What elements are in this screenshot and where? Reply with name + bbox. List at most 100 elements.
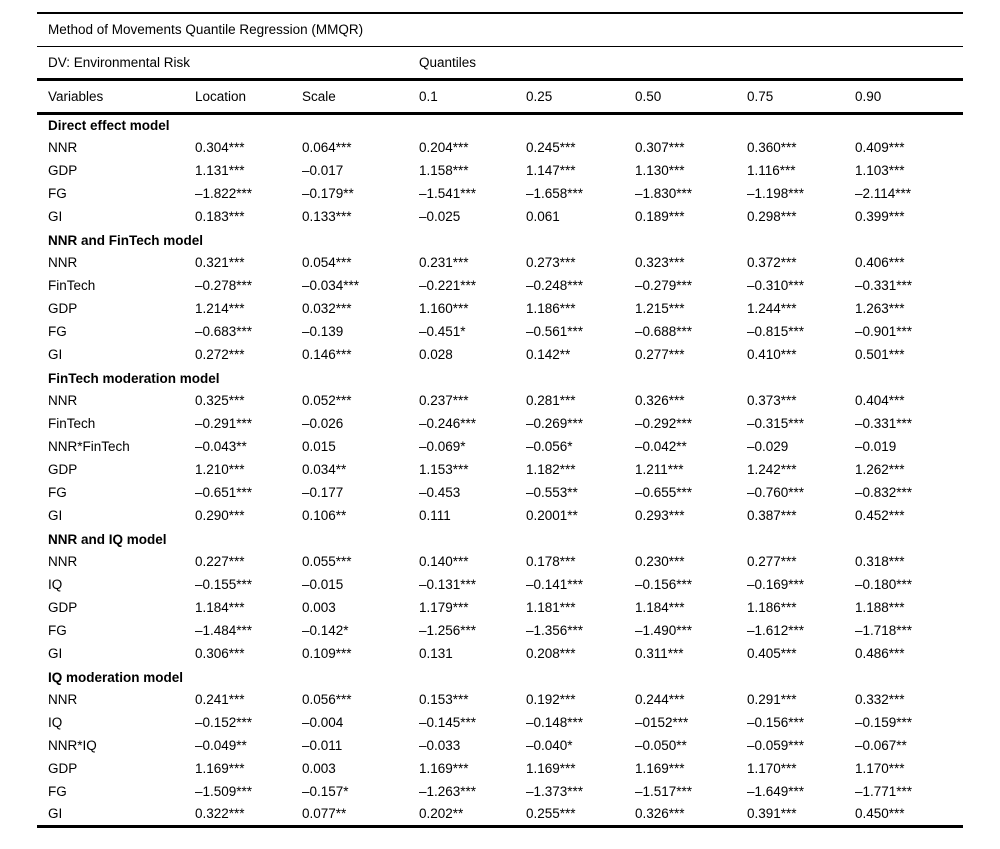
coefficient-value: –1.541*** <box>419 186 477 201</box>
section-header: NNR and FinTech model <box>48 232 204 248</box>
coefficient-value: –0.139 <box>302 324 344 339</box>
coefficient-value: 0.109*** <box>302 646 352 661</box>
coefficient-value: 0.273*** <box>526 255 576 270</box>
coefficient-value: 0.373*** <box>747 393 797 408</box>
table-row: FinTech –0.278*** –0.034*** –0.221*** –0.248… <box>37 274 963 297</box>
coefficient-value: 0.131 <box>419 646 453 661</box>
coefficient-value: –0.169*** <box>747 577 805 592</box>
coefficient-value: 0.064*** <box>302 140 352 155</box>
coefficient-value: 0.140*** <box>419 554 469 569</box>
variable-name: GDP <box>48 163 78 178</box>
coefficient-value: 0.052*** <box>302 393 352 408</box>
coefficient-value: –0.159*** <box>855 715 913 730</box>
coefficient-value: –0.029 <box>747 439 789 454</box>
variable-name: GDP <box>48 462 78 477</box>
coefficient-value: –0.145*** <box>419 715 477 730</box>
coefficient-value: 0.409*** <box>855 140 905 155</box>
coefficient-value: –1.830*** <box>635 186 693 201</box>
variable-name: FG <box>48 623 67 638</box>
coefficient-value: –0.453 <box>419 485 461 500</box>
coefficient-value: –0.019 <box>855 439 897 454</box>
table-row: IQ –0.155*** –0.015 –0.131*** –0.141*** –0.15… <box>37 573 963 596</box>
coefficient-value: –1.649*** <box>747 784 805 799</box>
dependent-variable-label: DV: Environmental Risk <box>37 46 419 81</box>
table-row: GDP 1.131*** –0.017 1.158*** 1.147*** 1.130**… <box>37 159 963 182</box>
variable-name: FinTech <box>48 278 96 293</box>
coefficient-value: –1.356*** <box>526 623 584 638</box>
coefficient-value: 1.158*** <box>419 163 469 178</box>
coefficient-value: –0.148*** <box>526 715 584 730</box>
coefficient-value: 0.231*** <box>419 255 469 270</box>
table-title: Method of Movements Quantile Regression … <box>37 13 963 47</box>
table-row: FG –1.484*** –0.142* –1.256*** –1.356*** –1.4… <box>37 619 963 642</box>
coefficient-value: 0.277*** <box>747 554 797 569</box>
coefficient-value: –0.156*** <box>747 715 805 730</box>
coefficient-value: 1.103*** <box>855 163 905 178</box>
variable-name: NNR <box>48 393 78 408</box>
coefficient-value: –0.004 <box>302 715 344 730</box>
table-row: GI 0.272*** 0.146*** 0.028 0.142** 0.277*** 0.… <box>37 343 963 366</box>
mmqr-results-table: Method of Movements Quantile Regression … <box>37 12 963 828</box>
coefficient-value: 0.326*** <box>635 806 685 822</box>
coefficient-value: 0.406*** <box>855 255 905 270</box>
section-header: NNR and IQ model <box>48 531 167 547</box>
coefficient-value: –0.246*** <box>419 416 477 431</box>
table-row: GI 0.306*** 0.109*** 0.131 0.208*** 0.311*** 0… <box>37 642 963 665</box>
coefficient-value: 0.192*** <box>526 692 576 707</box>
coefficient-value: 0.189*** <box>635 209 685 224</box>
coefficient-value: 1.182*** <box>526 462 576 477</box>
table-row: GDP 1.184*** 0.003 1.179*** 1.181*** 1.184***… <box>37 596 963 619</box>
variable-name: FG <box>48 784 67 799</box>
variable-name: IQ <box>48 715 63 730</box>
table-row: NNR*IQ –0.049** –0.011 –0.033 –0.040* –0.050*… <box>37 734 963 757</box>
table-row: GI 0.183*** 0.133*** –0.025 0.061 0.189*** 0.2… <box>37 205 963 228</box>
column-header-q75: 0.75 <box>747 79 855 115</box>
column-header-row: Variables Location Scale 0.1 0.25 0.50 0… <box>37 79 963 115</box>
coefficient-value: 1.169*** <box>526 761 576 776</box>
coefficient-value: –1.484*** <box>195 623 253 638</box>
coefficient-value: 0.304*** <box>195 140 245 155</box>
coefficient-value: 1.130*** <box>635 163 685 178</box>
coefficient-value: 0.399*** <box>855 209 905 224</box>
table-row: IQ –0.152*** –0.004 –0.145*** –0.148*** –0152… <box>37 711 963 734</box>
coefficient-value: 0.106** <box>302 508 347 523</box>
coefficient-value: 1.170*** <box>747 761 797 776</box>
coefficient-value: –1.198*** <box>747 186 805 201</box>
coefficient-value: 1.211*** <box>635 462 684 477</box>
coefficient-value: –1.822*** <box>195 186 253 201</box>
coefficient-value: –0.141*** <box>526 577 584 592</box>
coefficient-value: 0.325*** <box>195 393 245 408</box>
column-header-scale: Scale <box>302 79 419 115</box>
coefficient-value: 0.404*** <box>855 393 905 408</box>
coefficient-value: –0.278*** <box>195 278 253 293</box>
coefficient-value: 0.015 <box>302 439 336 454</box>
table-row: GDP 1.210*** 0.034** 1.153*** 1.182*** 1.211*… <box>37 458 963 481</box>
variable-name: GI <box>48 209 63 224</box>
variable-name: GDP <box>48 301 78 316</box>
coefficient-value: 0.450*** <box>855 806 905 822</box>
coefficient-value: 1.160*** <box>419 301 469 316</box>
coefficient-value: 1.169*** <box>195 761 245 776</box>
coefficient-value: –0.292*** <box>635 416 693 431</box>
coefficient-value: 0.318*** <box>855 554 905 569</box>
coefficient-value: –0.157* <box>302 784 349 799</box>
coefficient-value: –0.050** <box>635 738 687 753</box>
coefficient-value: 1.131*** <box>195 163 245 178</box>
coefficient-value: –0.688*** <box>635 324 693 339</box>
coefficient-value: 1.214*** <box>195 301 245 316</box>
coefficient-value: –0.451* <box>419 324 466 339</box>
coefficient-value: 0.321*** <box>195 255 245 270</box>
coefficient-value: 0.387*** <box>747 508 797 523</box>
variable-name: NNR*FinTech <box>48 439 130 454</box>
variable-name: GDP <box>48 761 78 776</box>
coefficient-value: 1.179*** <box>419 600 469 615</box>
coefficient-value: 0.032*** <box>302 301 352 316</box>
variable-name: IQ <box>48 577 63 592</box>
coefficient-value: –0.177 <box>302 485 344 500</box>
coefficient-value: 1.169*** <box>419 761 469 776</box>
section-header-row: FinTech moderation model <box>37 366 963 389</box>
coefficient-value: 0.153*** <box>419 692 469 707</box>
column-header-q90: 0.90 <box>855 79 963 115</box>
coefficient-value: 0.391*** <box>747 806 797 822</box>
coefficient-value: 1.153*** <box>419 462 469 477</box>
